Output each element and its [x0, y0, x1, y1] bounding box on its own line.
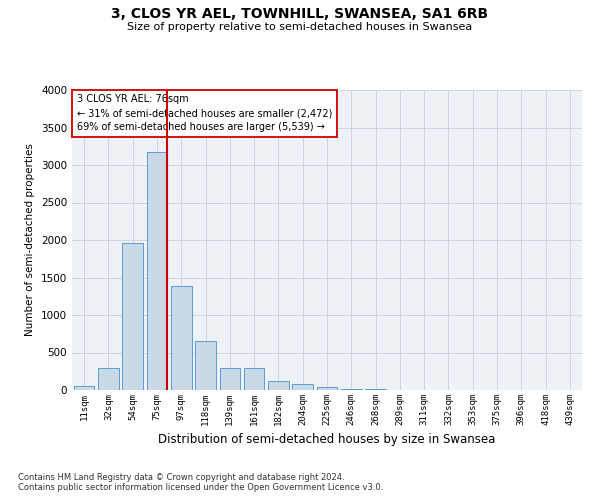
Text: Contains public sector information licensed under the Open Government Licence v3: Contains public sector information licen…: [18, 484, 383, 492]
Bar: [220, 368, 240, 390]
Bar: [292, 384, 313, 390]
Bar: [195, 341, 216, 390]
Text: Size of property relative to semi-detached houses in Swansea: Size of property relative to semi-detach…: [127, 22, 473, 32]
Text: Contains HM Land Registry data © Crown copyright and database right 2024.: Contains HM Land Registry data © Crown c…: [18, 472, 344, 482]
Text: 3, CLOS YR AEL, TOWNHILL, SWANSEA, SA1 6RB: 3, CLOS YR AEL, TOWNHILL, SWANSEA, SA1 6…: [112, 8, 488, 22]
Bar: [317, 387, 337, 390]
Bar: [98, 368, 119, 390]
Bar: [74, 386, 94, 390]
Bar: [365, 389, 386, 390]
Bar: [122, 243, 143, 390]
Bar: [146, 152, 167, 390]
Text: Distribution of semi-detached houses by size in Swansea: Distribution of semi-detached houses by …: [158, 432, 496, 446]
Bar: [341, 388, 362, 390]
Text: 3 CLOS YR AEL: 76sqm
← 31% of semi-detached houses are smaller (2,472)
69% of se: 3 CLOS YR AEL: 76sqm ← 31% of semi-detac…: [77, 94, 332, 132]
Bar: [268, 381, 289, 390]
Bar: [244, 368, 265, 390]
Y-axis label: Number of semi-detached properties: Number of semi-detached properties: [25, 144, 35, 336]
Bar: [171, 286, 191, 390]
